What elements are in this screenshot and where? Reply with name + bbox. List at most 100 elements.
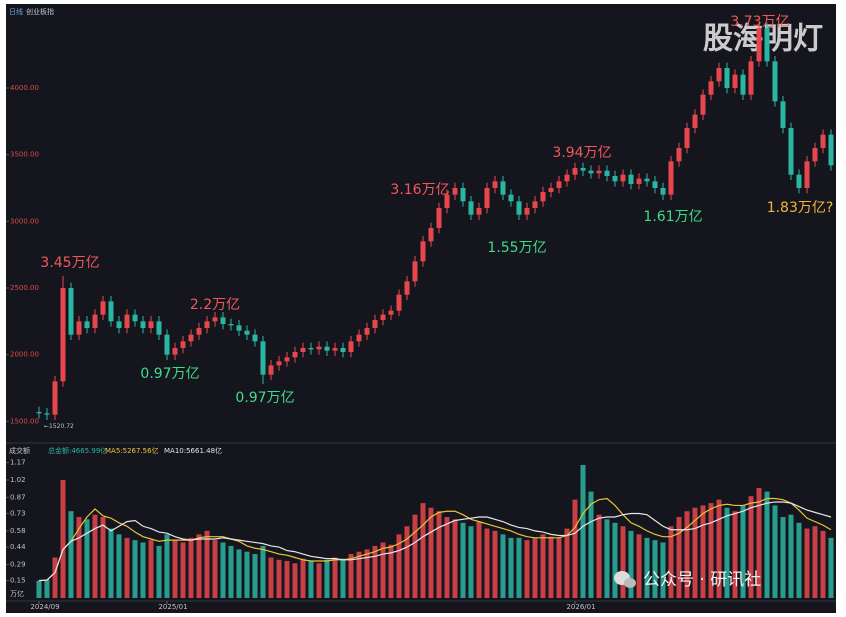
volume-bar xyxy=(652,540,658,598)
volume-bar xyxy=(780,517,786,598)
candle-body xyxy=(732,74,738,88)
candle-body xyxy=(420,241,426,262)
volume-bar xyxy=(476,521,482,598)
volume-bar xyxy=(316,563,322,598)
candle-body xyxy=(108,301,114,322)
y-tick-label: 2500.00 xyxy=(10,284,39,292)
y-tick-label: 3000.00 xyxy=(10,217,39,225)
volume-bar xyxy=(556,537,562,598)
y-unit: 万亿 xyxy=(10,589,24,598)
candle-body xyxy=(524,208,530,215)
volume-bar xyxy=(156,545,162,598)
candle-body xyxy=(276,361,282,366)
volume-bar xyxy=(700,505,706,598)
volume-bar xyxy=(236,549,242,598)
volume-bar xyxy=(36,580,42,598)
candle-body xyxy=(612,176,618,182)
candle-body xyxy=(428,228,434,242)
candle-body xyxy=(156,321,162,335)
volume-bar xyxy=(532,537,538,598)
volume-bar xyxy=(372,545,378,598)
candle-body xyxy=(484,188,490,208)
volume-bar xyxy=(804,528,810,598)
candle-body xyxy=(628,174,634,184)
legend-entry: 总金额:4665.99亿 xyxy=(48,446,107,455)
candle-body xyxy=(268,365,274,375)
volume-bar xyxy=(220,542,226,598)
candle-body xyxy=(452,188,458,195)
candle-body xyxy=(700,94,706,115)
volume-bar xyxy=(116,534,122,598)
volume-bar xyxy=(748,496,754,598)
candle-body xyxy=(340,348,346,352)
volume-bar xyxy=(188,537,194,598)
volume-bar xyxy=(100,517,106,598)
volume-bar xyxy=(292,563,298,598)
volume-bar xyxy=(132,540,138,598)
candle-body xyxy=(316,346,322,350)
candle-body xyxy=(748,61,754,95)
volume-bar xyxy=(436,511,442,598)
volume-bar xyxy=(724,507,730,598)
y-tick-label: 0.87 xyxy=(10,493,26,501)
candle-body xyxy=(196,328,202,335)
candle-body xyxy=(580,168,586,171)
candle-body xyxy=(516,201,522,215)
candle-body xyxy=(476,208,482,215)
volume-bar xyxy=(196,534,202,598)
volume-bar xyxy=(388,544,394,598)
volume-bar xyxy=(716,499,722,598)
y-tick-label: 0.29 xyxy=(10,560,26,568)
annotation: 3.45万亿 xyxy=(40,255,99,271)
y-tick-label: 3500.00 xyxy=(10,151,39,159)
candle-body xyxy=(212,317,218,322)
candle-body xyxy=(588,170,594,174)
candle-body xyxy=(804,161,810,188)
candle-body xyxy=(228,324,234,326)
candle-body xyxy=(324,346,330,351)
volume-bar xyxy=(460,522,466,598)
candle-body xyxy=(548,188,554,192)
candle-body xyxy=(36,412,42,414)
volume-title: 成交额 xyxy=(9,446,30,455)
volume-bar xyxy=(148,540,154,598)
volume-bar xyxy=(332,557,338,598)
x-tick-label: 2025/01 xyxy=(158,603,187,611)
volume-bar xyxy=(76,517,82,598)
candle-body xyxy=(188,334,194,342)
candle-body xyxy=(92,314,98,328)
volume-bar xyxy=(468,526,474,598)
annotation: 0.97万亿 xyxy=(140,366,199,382)
candle-body xyxy=(820,134,826,148)
candle-body xyxy=(372,320,378,328)
annotation: 1.61万亿 xyxy=(643,209,702,225)
volume-bar xyxy=(564,528,570,598)
volume-bar xyxy=(284,560,290,598)
candle-body xyxy=(740,74,746,95)
candle-body xyxy=(468,201,474,215)
candle-body xyxy=(60,288,66,382)
candle-body xyxy=(388,310,394,315)
y-tick-label: 1.17 xyxy=(10,459,26,467)
period-label[interactable]: 日线 xyxy=(9,7,23,16)
candle-body xyxy=(124,314,130,328)
candle-body xyxy=(620,174,626,182)
candle-body xyxy=(412,261,418,282)
volume-bar xyxy=(180,542,186,598)
candle-body xyxy=(332,348,338,351)
candle-body xyxy=(772,61,778,102)
volume-bar xyxy=(508,537,514,598)
volume-bar xyxy=(244,551,250,598)
volume-bar xyxy=(572,499,578,598)
annotation: 1.83万亿? xyxy=(767,200,834,216)
candle-body xyxy=(564,174,570,182)
volume-bar xyxy=(756,488,762,598)
candle-body xyxy=(780,101,786,128)
volume-bar xyxy=(636,534,642,598)
candle-body xyxy=(204,321,210,328)
volume-bar xyxy=(212,540,218,598)
index-name: 创业板指 xyxy=(26,7,54,16)
ma-line xyxy=(38,497,832,582)
volume-bar xyxy=(772,505,778,598)
candle-body xyxy=(236,325,242,331)
